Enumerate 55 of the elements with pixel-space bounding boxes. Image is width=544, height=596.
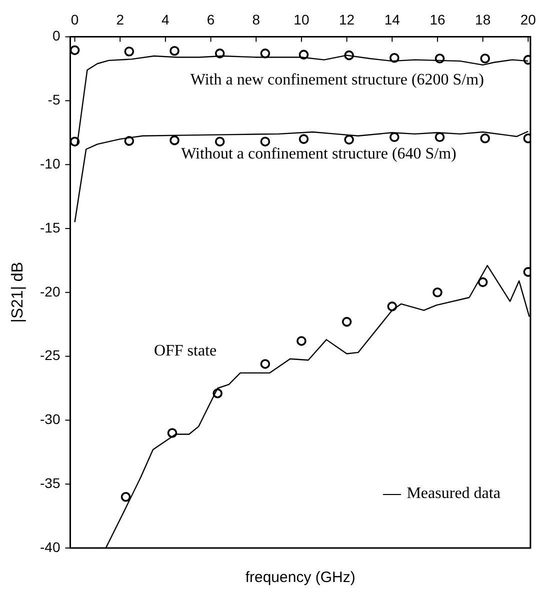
point [298,134,309,144]
point [390,52,400,63]
x-tick-label: 10 [294,11,310,28]
annotation: With a new confinement structure (6200 S/m) [190,71,484,88]
point [260,48,270,58]
y-tick-label: -15 [40,219,60,236]
point [298,50,309,60]
point [170,135,180,146]
point [296,336,306,346]
x-tick-label: 18 [475,11,491,28]
point [124,46,134,56]
point [260,136,270,146]
x-tick-label: 14 [384,11,400,28]
point [70,45,80,56]
point [120,492,131,502]
y-tick-label: -35 [40,474,60,491]
point [214,136,225,146]
y-tick-label: -25 [40,347,60,364]
y-tick-label: 0 [52,28,60,44]
point [70,136,80,146]
point [344,50,354,60]
point [260,359,270,369]
x-tick-label: 8 [252,11,260,28]
point [480,54,490,64]
x-tick-label: 0 [70,11,79,28]
point [212,388,222,398]
point [214,48,225,58]
point [167,428,178,438]
y-tick-label: -10 [40,155,60,172]
x-tick-label: 6 [206,11,215,28]
point [434,132,445,142]
point [124,136,134,146]
x-tick-label: 12 [339,11,355,28]
y-tick-label: -5 [48,92,60,108]
point [434,54,445,64]
legend-label: Measured data [406,485,500,503]
x-tick-label: 4 [162,11,170,28]
point [170,46,180,56]
annotation: Without a confinement structure (640 S/m) [181,146,456,163]
point [480,134,490,144]
point [478,277,488,288]
point [344,134,354,145]
point [432,288,442,298]
y-tick-label: -30 [40,411,60,428]
y-tick-label: -40 [40,538,60,555]
x-tick-label: 16 [430,11,446,28]
x-tick-label: 20 [520,11,536,28]
point [387,302,398,312]
x-axis-title: frequency (GHz) [245,569,356,586]
x-tick-label: 2 [116,11,124,28]
point [390,132,400,142]
y-tick-label: -20 [40,283,60,300]
y-axis-title: |S21| dB [9,262,26,323]
point [342,316,352,327]
annotation: OFF state [154,342,217,360]
